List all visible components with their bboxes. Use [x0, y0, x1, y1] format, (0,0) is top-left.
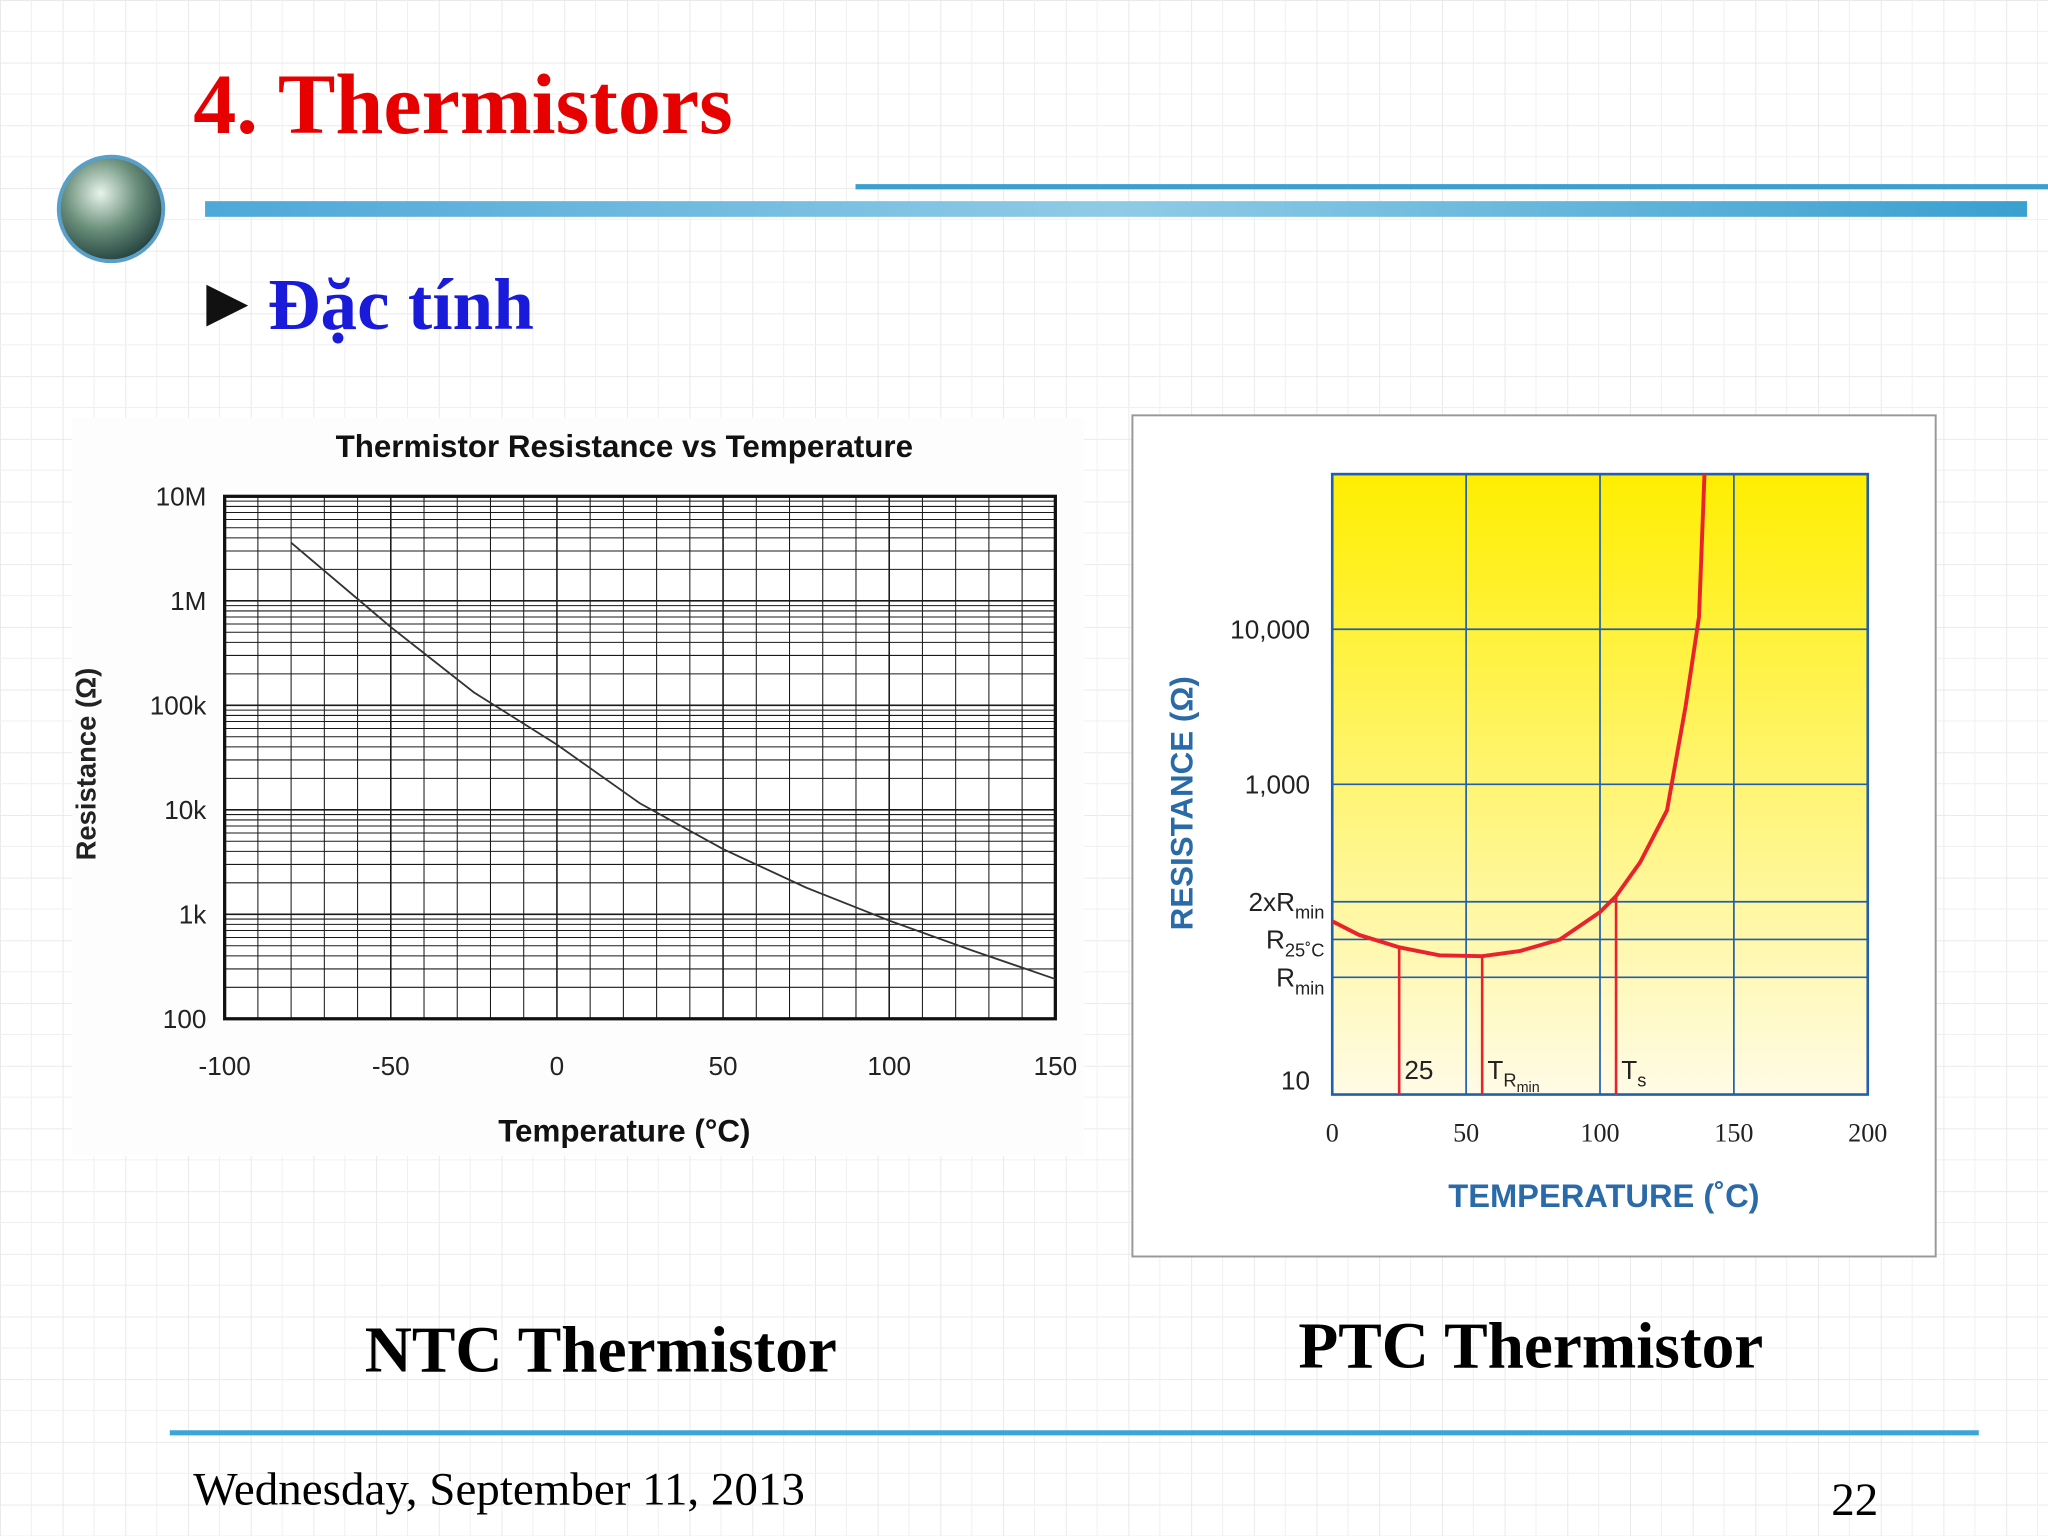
marker-label-text: T: [1621, 1055, 1637, 1085]
subtitle: Đặc tính: [268, 264, 534, 345]
y-tick-label: 1M: [170, 586, 206, 616]
rule: [205, 201, 2028, 217]
slide-title: 4. Thermistors: [193, 56, 732, 152]
data-line: [1331, 474, 1707, 959]
data-line: [290, 541, 1056, 980]
y-tick-label: R25˚C: [1266, 925, 1324, 961]
y-tick-label: 10k: [164, 795, 207, 825]
x-tick-label: 0: [1326, 1119, 1339, 1148]
globe-icon: [56, 154, 166, 264]
y-tick-label: 100: [163, 1004, 207, 1034]
y-axis-label: RESISTANCE (Ω): [1164, 676, 1199, 930]
marker-label: Ts: [1621, 1055, 1646, 1091]
tick-label-subscript: min: [1295, 977, 1324, 998]
tick-label-text: 10M: [156, 481, 207, 511]
y-tick-label: 10,000: [1230, 614, 1310, 644]
bullet: [206, 284, 249, 327]
tick-label-subscript: min: [1295, 902, 1324, 923]
x-tick-label: 150: [1034, 1051, 1078, 1081]
marker-label-subscript: s: [1637, 1070, 1646, 1091]
tick-label-text: 2xR: [1249, 887, 1295, 917]
marker-label: TRmin: [1487, 1055, 1539, 1096]
x-tick-label: 200: [1848, 1119, 1887, 1148]
tick-label-subscript: 25˚C: [1285, 939, 1325, 960]
y-tick-label: 100k: [150, 690, 208, 720]
x-tick-label: -50: [372, 1051, 410, 1081]
x-tick-label: 50: [1453, 1119, 1479, 1148]
x-axis-label: TEMPERATURE (˚C): [1448, 1177, 1759, 1214]
x-tick-label: 150: [1714, 1119, 1753, 1148]
y-tick-label: 1,000: [1245, 769, 1310, 799]
plot-area: [224, 496, 1056, 1019]
marker-label: 25: [1404, 1055, 1433, 1085]
y-tick-label: Rmin: [1276, 962, 1324, 998]
page-number: 22: [1831, 1474, 1878, 1526]
plot-frame: [223, 494, 1057, 1021]
y-tick-label: 10: [1281, 1065, 1310, 1095]
x-tick-label: 0: [550, 1051, 565, 1081]
y-tick-label: 2xRmin: [1249, 887, 1325, 923]
y-tick-label: 1k: [179, 899, 208, 929]
plot-frame: [1330, 472, 1870, 1096]
caption: NTC Thermistor: [365, 1314, 837, 1386]
x-axis-label: Temperature (°C): [498, 1114, 750, 1149]
y-axis-label: Resistance (Ω): [70, 668, 101, 861]
caption: PTC Thermistor: [1298, 1311, 1763, 1383]
tick-label-text: 100k: [150, 690, 208, 720]
y-tick-label: 10M: [156, 481, 207, 511]
tick-label-text: 10k: [164, 795, 207, 825]
tick-label-text: R: [1276, 962, 1295, 992]
tick-label-text: 10,000: [1230, 614, 1310, 644]
footer-date: Wednesday, September 11, 2013: [193, 1464, 805, 1516]
x-tick-label: -100: [199, 1051, 251, 1081]
tick-label-text: R: [1266, 925, 1285, 955]
tick-label-text: 1M: [170, 586, 206, 616]
x-tick-label: 100: [1580, 1119, 1619, 1148]
x-tick-label: 100: [867, 1051, 911, 1081]
marker-label-text: 25: [1404, 1055, 1433, 1085]
marker-label-text: T: [1487, 1055, 1503, 1085]
tick-label-text: 1,000: [1245, 769, 1310, 799]
chart-title: Thermistor Resistance vs Temperature: [336, 429, 913, 464]
marker-label-subscript: min: [1517, 1080, 1540, 1096]
x-tick-label: 50: [709, 1051, 738, 1081]
tick-label-text: 1k: [179, 899, 208, 929]
marker-label-subscript: R: [1503, 1070, 1516, 1091]
